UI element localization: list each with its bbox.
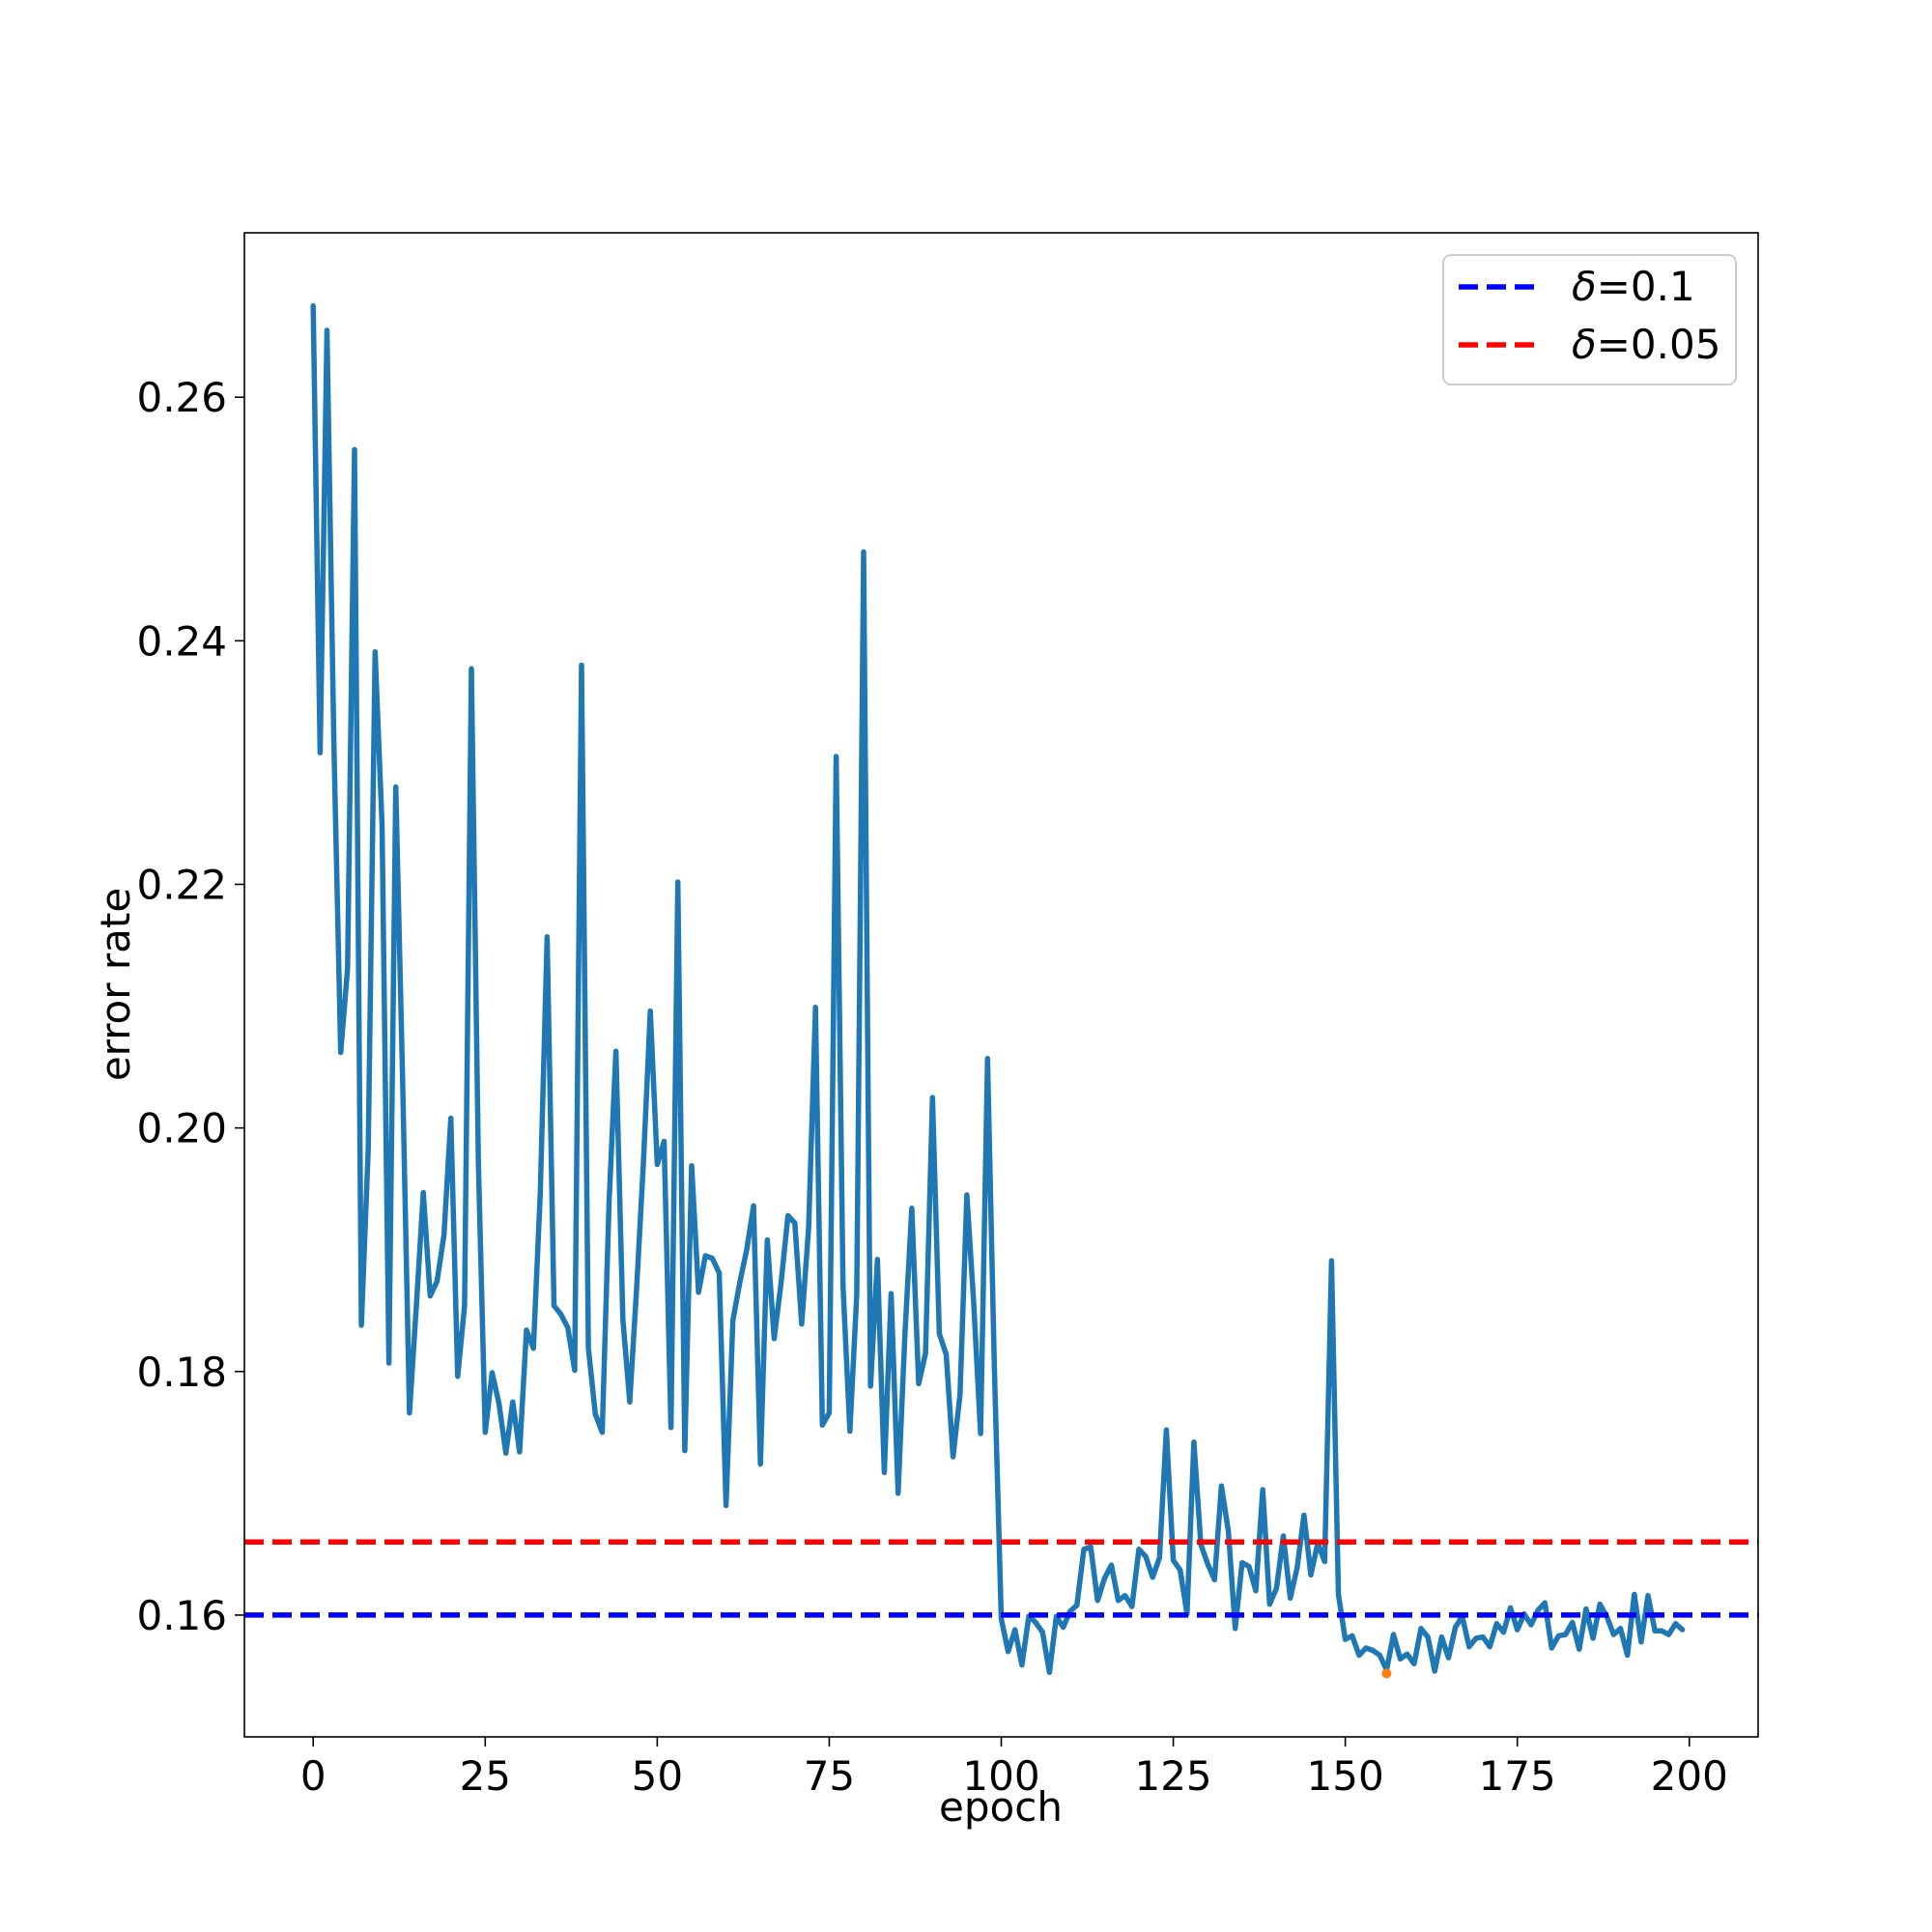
series-line-error-rate — [310, 302, 1686, 1675]
x-tick-label: 150 — [1307, 1752, 1384, 1800]
min-point-marker — [1381, 1668, 1392, 1679]
x-tick-label: 125 — [1134, 1752, 1211, 1800]
x-axis-label: epoch — [939, 1783, 1063, 1831]
x-tick-label: 0 — [300, 1752, 327, 1800]
legend-label-delta-0-1: δ=0.1 — [1572, 263, 1695, 310]
legend: δ=0.1 δ=0.05 — [1442, 254, 1737, 385]
y-tick-label: 0.26 — [136, 374, 227, 421]
x-tick-label: 75 — [804, 1752, 855, 1800]
x-axis-ticks: 0 25 50 75 100 125 150 175 200 — [300, 1737, 1728, 1800]
y-tick-label: 0.20 — [136, 1105, 227, 1152]
y-tick-label: 0.18 — [136, 1349, 227, 1396]
plot-area — [244, 302, 1758, 1679]
y-tick-label: 0.16 — [136, 1592, 227, 1639]
legend-symbol-delta: δ — [1572, 321, 1597, 368]
x-tick-label: 175 — [1479, 1752, 1556, 1800]
y-tick-label: 0.22 — [136, 861, 227, 908]
y-axis-label: error rate — [92, 888, 139, 1081]
x-tick-label: 100 — [962, 1752, 1039, 1800]
x-tick-label: 25 — [460, 1752, 511, 1800]
legend-text-delta-0-1: =0.1 — [1597, 263, 1695, 310]
legend-text-delta-0-05: =0.05 — [1597, 321, 1721, 368]
x-tick-label: 200 — [1651, 1752, 1728, 1800]
y-axis-ticks: 0.16 0.18 0.20 0.22 0.24 0.26 — [136, 374, 244, 1639]
x-tick-label: 50 — [632, 1752, 683, 1800]
legend-label-delta-0-05: δ=0.05 — [1572, 321, 1720, 368]
legend-symbol-delta: δ — [1572, 263, 1597, 310]
y-tick-label: 0.24 — [136, 617, 227, 665]
